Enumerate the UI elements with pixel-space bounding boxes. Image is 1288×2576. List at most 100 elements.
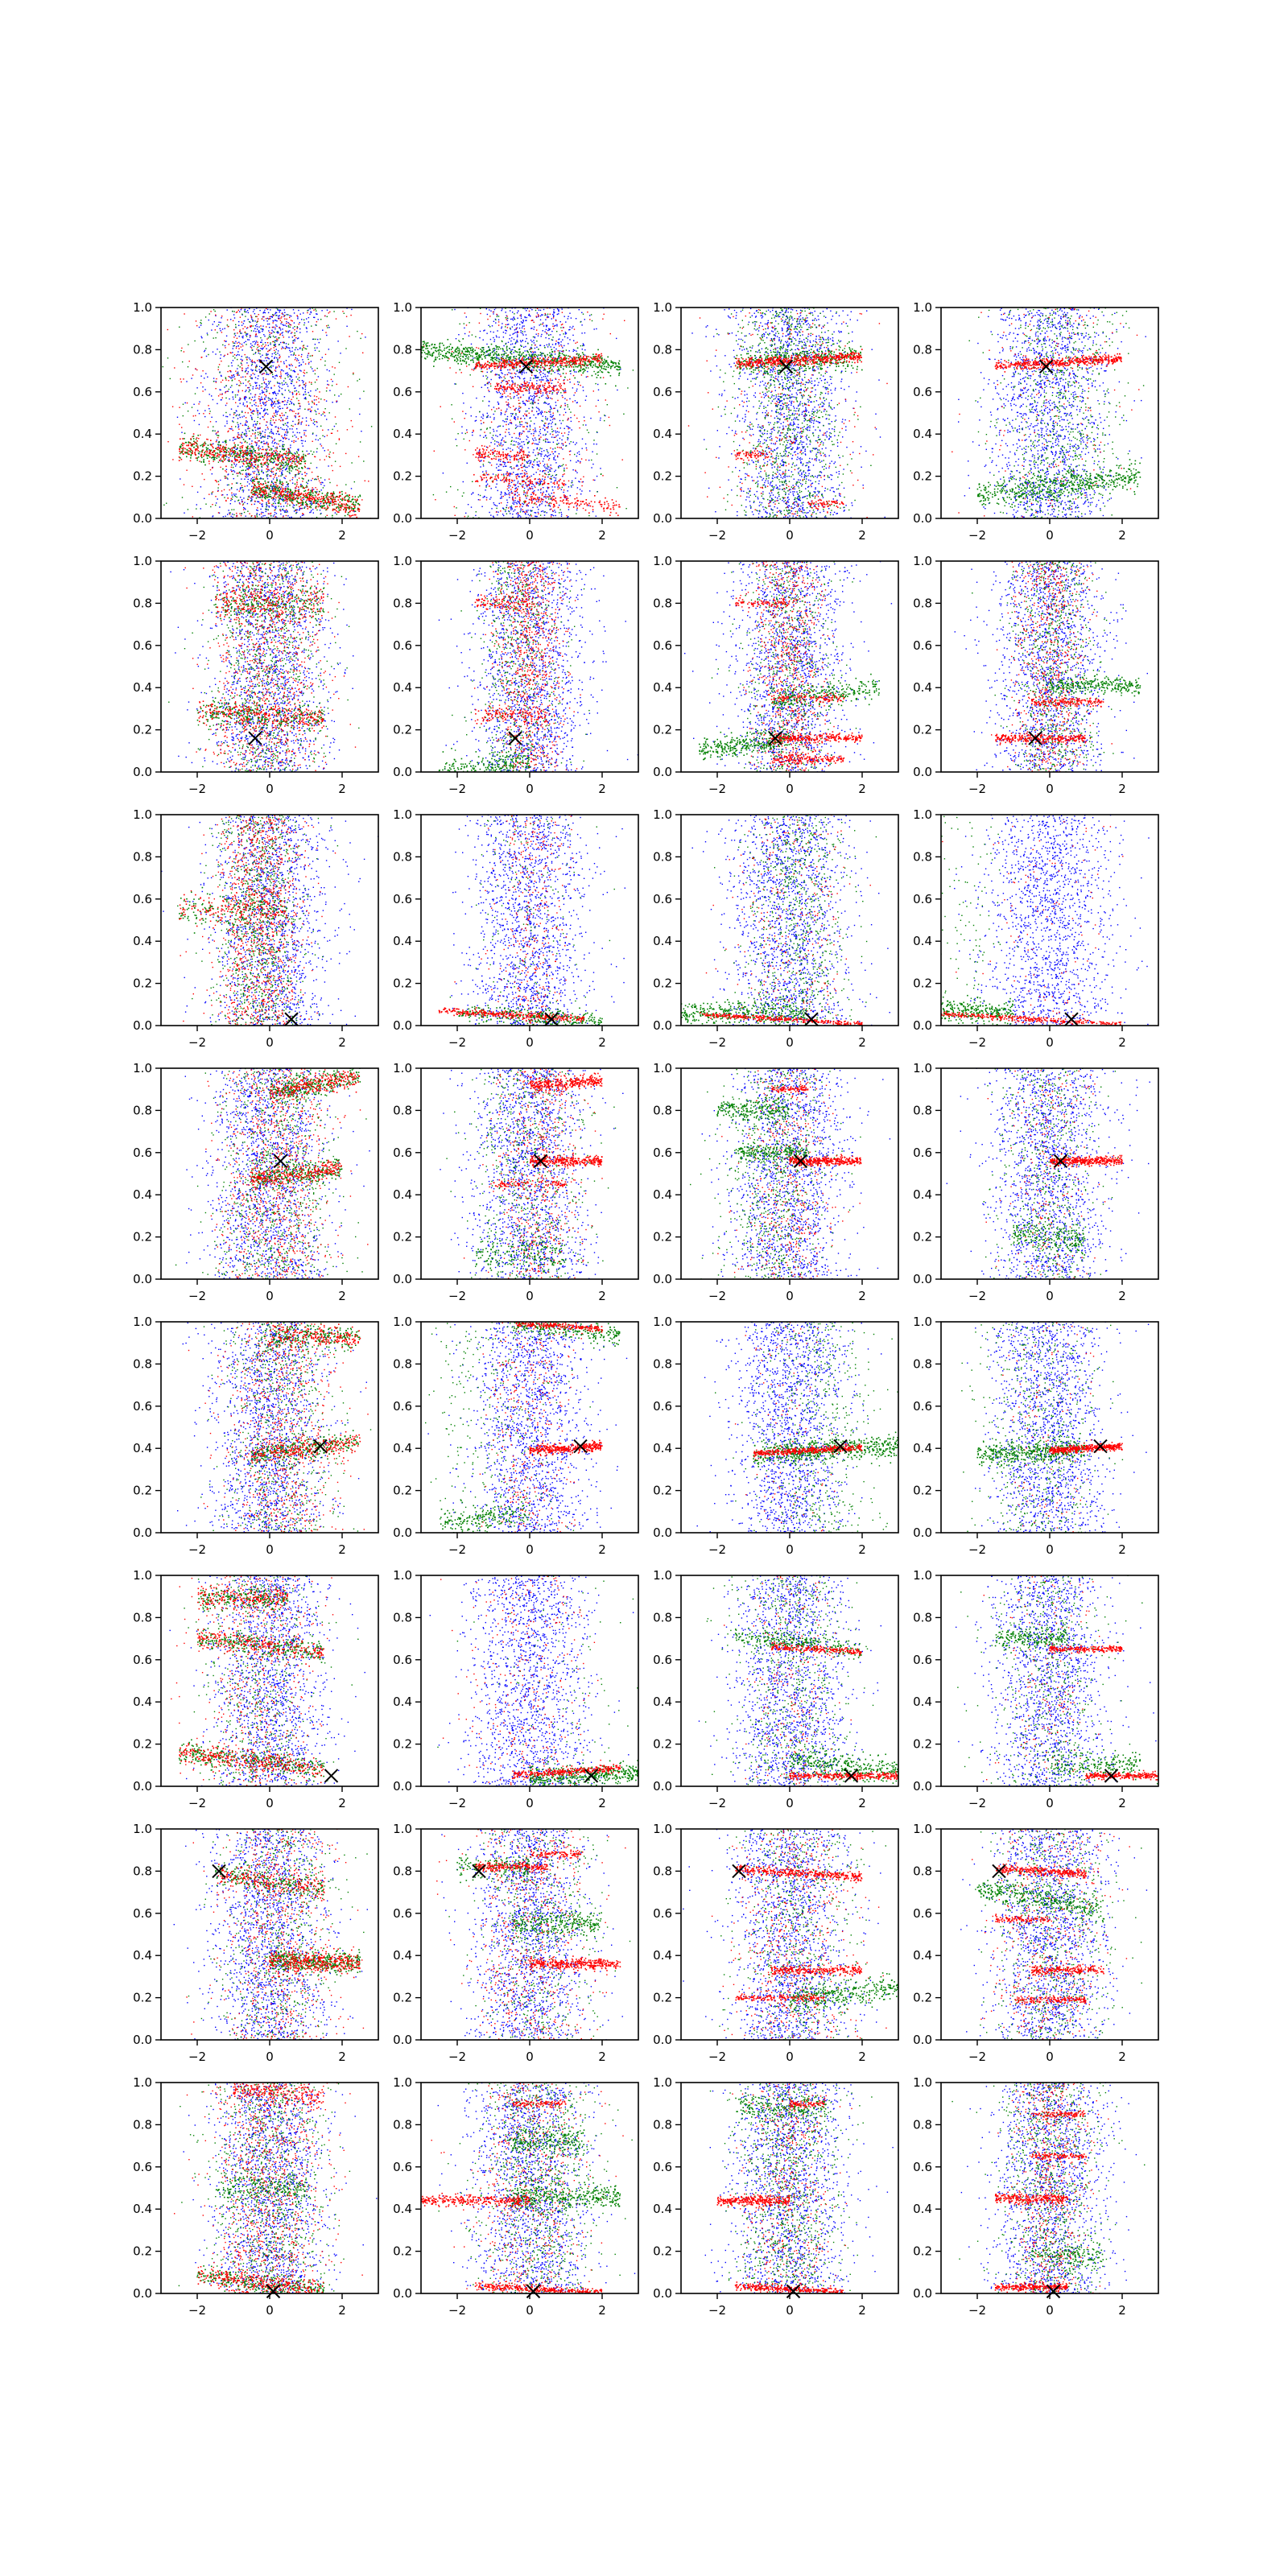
point	[217, 456, 218, 457]
point	[273, 331, 274, 332]
point	[280, 493, 282, 495]
point	[274, 350, 275, 351]
point	[313, 502, 315, 504]
point	[279, 327, 280, 328]
point	[247, 485, 248, 486]
point	[179, 407, 180, 408]
point	[277, 457, 279, 459]
point	[486, 344, 487, 345]
point	[242, 465, 243, 466]
point	[275, 354, 276, 355]
point	[261, 504, 262, 505]
point	[542, 412, 543, 413]
point	[197, 448, 199, 449]
point	[262, 472, 263, 473]
point	[219, 454, 221, 456]
point	[266, 485, 268, 487]
point	[257, 421, 258, 422]
point	[267, 438, 268, 439]
point	[463, 481, 464, 482]
point	[218, 512, 219, 513]
point	[269, 327, 270, 328]
point	[247, 450, 248, 451]
point	[258, 452, 260, 454]
point	[314, 499, 316, 501]
point	[512, 333, 513, 334]
point	[510, 376, 511, 377]
point	[308, 480, 309, 481]
point	[302, 349, 303, 350]
point	[319, 391, 320, 392]
point	[290, 409, 291, 410]
point	[225, 458, 226, 460]
point	[351, 309, 352, 310]
point	[281, 506, 282, 507]
point	[237, 373, 238, 374]
point	[206, 439, 207, 440]
point	[506, 449, 507, 450]
point	[256, 333, 257, 334]
point	[261, 397, 262, 398]
point	[307, 493, 308, 494]
point	[346, 326, 347, 327]
point	[331, 493, 332, 494]
point	[245, 376, 246, 377]
point	[490, 311, 491, 312]
point	[542, 315, 543, 316]
point	[562, 448, 563, 449]
point	[186, 452, 188, 453]
point	[541, 314, 542, 315]
point	[246, 334, 247, 335]
point	[597, 384, 598, 385]
point	[296, 393, 297, 394]
point	[502, 437, 503, 438]
point	[295, 367, 296, 368]
point	[286, 455, 287, 456]
point	[262, 487, 264, 489]
point	[241, 487, 242, 488]
point	[206, 356, 207, 357]
point	[506, 494, 507, 495]
point	[250, 497, 251, 498]
point	[304, 463, 306, 464]
point	[322, 493, 324, 494]
point	[311, 420, 312, 421]
point	[243, 503, 244, 504]
point	[257, 495, 258, 497]
point	[342, 506, 344, 507]
point	[265, 443, 266, 444]
point	[221, 448, 222, 450]
point	[501, 414, 502, 415]
point	[294, 459, 295, 460]
point	[536, 383, 537, 384]
point	[277, 464, 279, 466]
point	[229, 512, 230, 513]
point	[317, 501, 319, 502]
point	[269, 506, 270, 507]
point	[247, 452, 249, 454]
point	[255, 430, 256, 431]
point	[247, 387, 248, 388]
point	[289, 368, 290, 369]
point	[247, 481, 248, 482]
point	[200, 445, 201, 447]
point	[200, 451, 201, 452]
point	[247, 503, 248, 504]
point	[225, 441, 226, 443]
point	[303, 434, 304, 435]
point	[255, 366, 256, 367]
point	[272, 327, 273, 328]
point	[564, 316, 565, 317]
point	[247, 459, 249, 460]
point	[256, 474, 257, 475]
point	[258, 359, 259, 360]
point	[286, 435, 287, 436]
point	[254, 484, 255, 485]
point	[521, 318, 522, 319]
point	[308, 453, 309, 454]
point	[541, 453, 542, 454]
point	[250, 446, 252, 448]
point	[284, 312, 285, 313]
point	[181, 348, 182, 349]
point	[535, 417, 536, 418]
